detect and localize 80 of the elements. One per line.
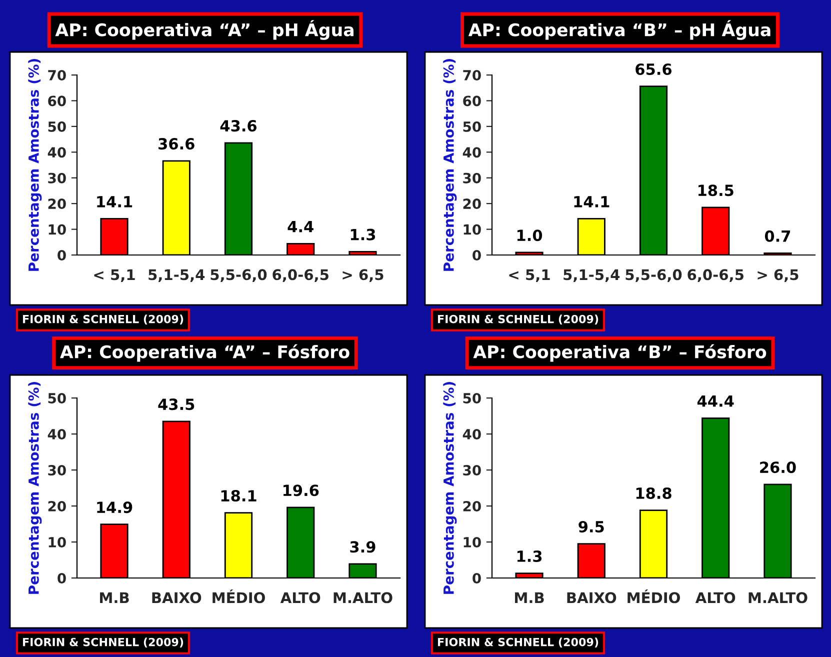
data-label: 9.5 [578,520,604,533]
chart-title: AP: Cooperativa “B” – Fósforo [473,344,766,362]
x-tick-label: 5,5-6,0 [210,269,267,282]
y-tick-label: 30 [48,172,66,184]
y-tick-label: 40 [462,428,481,440]
y-tick-label: 20 [463,500,481,512]
y-tick-label: 50 [463,392,481,404]
x-tick-label: < 5,1 [94,269,135,282]
chart-title: AP: Cooperativa “A” – Fósforo [60,344,350,362]
data-label: 14.9 [97,502,132,514]
y-tick-label: 40 [48,147,66,158]
x-tick-label: 5,5-6,0 [626,269,682,282]
y-tick-label: 10 [464,536,481,548]
x-tick-label: ALTO [695,592,736,604]
y-tick-label: 50 [48,392,66,404]
x-tick-label: > 6,5 [758,269,798,282]
x-tick-label: MÉDIO [212,589,265,604]
data-label: 43.6 [220,120,257,132]
data-label: 1.3 [517,550,542,562]
data-label: 26.0 [760,462,796,474]
y-tick-label: 30 [48,464,66,476]
y-tick-label: 0 [472,572,481,584]
y-axis-title: Percentagem Amostras (%) [28,382,42,594]
x-tick-label: ALTO [280,592,320,604]
data-label: 65.6 [636,63,672,76]
text: FIORIN & SCHNELL (2009) [23,314,184,325]
x-tick-label: < 5,1 [509,269,550,282]
x-tick-label: 6,0-6,5 [272,269,328,282]
y-tick-label: 50 [48,121,66,132]
data-label: 3.9 [350,541,376,553]
y-tick-label: 20 [48,198,66,210]
y-tick-label: 70 [48,70,66,80]
y-tick-label: 50 [463,121,481,132]
x-tick-label: 6,0-6,5 [688,269,744,282]
data-label: 1.0 [517,230,542,242]
y-tick-label: 0 [58,250,66,260]
y-tick-label: 0 [472,250,481,260]
y-tick-label: 40 [48,428,66,440]
x-tick-label: M.B [515,592,544,603]
y-tick-label: 0 [58,572,66,584]
y-tick-label: 10 [464,224,481,235]
data-label: 44.4 [697,396,734,407]
y-tick-label: 70 [463,70,481,80]
data-label: 18.1 [221,490,256,502]
data-label: 19.6 [283,484,319,496]
y-tick-label: 10 [48,536,66,548]
y-axis-title: Percentagem Amostras (%) [443,382,457,594]
data-label: 36.6 [158,138,194,150]
data-label: 1.3 [350,228,376,240]
text: FIORIN & SCHNELL (2009) [23,638,184,648]
y-tick-label: 20 [48,500,66,512]
y-tick-label: 20 [463,198,481,210]
data-label: 43.5 [158,398,194,410]
data-label: 18.5 [698,184,734,196]
x-tick-label: > 6,5 [342,269,384,282]
y-tick-label: 40 [462,147,481,158]
text: FIORIN & SCHNELL (2009) [438,638,598,648]
data-label: 4.4 [288,221,314,232]
y-tick-label: 10 [48,224,66,235]
x-tick-label: BAIXO [152,592,202,604]
text: FIORIN & SCHNELL (2009) [438,314,598,325]
data-label: 14.1 [97,196,132,208]
y-tick-label: 60 [48,96,66,106]
data-label: 18.8 [636,487,672,500]
y-axis-title: Percentagem Amostras (%) [443,59,457,271]
x-tick-label: M.ALTO [748,592,808,604]
data-label: 14.1 [574,196,610,208]
chart-title: AP: Cooperativa “B” – pH Água [468,20,770,40]
x-tick-label: MÉDIO [628,589,680,604]
y-tick-label: 30 [463,464,481,476]
y-tick-label: 60 [463,96,481,106]
x-tick-label: 5,1-5,4 [148,269,205,282]
data-label: 0.7 [764,230,790,242]
y-tick-label: 30 [463,172,481,184]
x-tick-label: M.ALTO [334,592,392,604]
chart-title: AP: Cooperativa “A” – pH Água [55,20,354,40]
y-axis-title: Percentagem Amostras (%) [28,59,42,271]
x-tick-label: BAIXO [567,592,616,604]
x-tick-label: 5,1-5,4 [564,269,620,282]
x-tick-label: M.B [100,592,129,603]
